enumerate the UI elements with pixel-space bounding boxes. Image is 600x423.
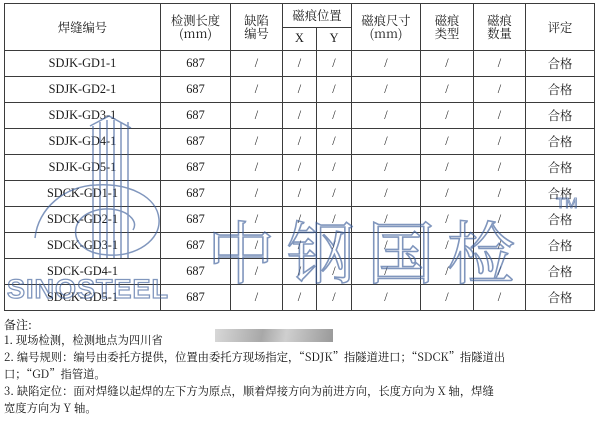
svg-text:TM: TM: [556, 195, 578, 212]
svg-text:中钢国检: 中钢国检: [207, 201, 527, 298]
svg-text:SINOSTEEL: SINOSTEEL: [7, 274, 169, 304]
